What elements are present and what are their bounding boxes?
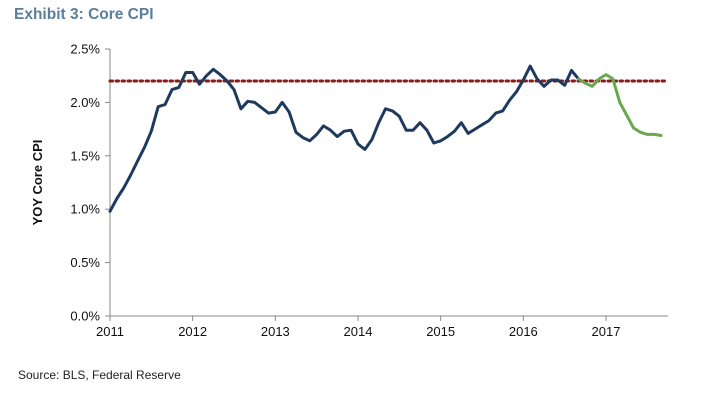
x-tick-label: 2015 [426,324,455,339]
series-line-projection [577,73,663,137]
x-tick-label: 2013 [261,324,290,339]
x-tick-label: 2016 [509,324,538,339]
x-tick-layer: 2011 2012 2013 2014 2015 2016 2017 [96,316,620,339]
chart-title: Exhibit 3: Core CPI [14,6,154,23]
y-tick-label: 1.5% [70,148,100,163]
y-tick-label: 2.5% [70,42,100,57]
y-tick-label: 0.0% [70,309,100,324]
series-line-actual [108,64,580,213]
source-note: Source: BLS, Federal Reserve [18,368,181,382]
y-tick-label: 0.5% [70,255,100,270]
y-axis-label: YOY Core CPI [30,140,45,226]
x-tick-label: 2014 [344,324,373,339]
x-tick-label: 2011 [96,324,124,339]
y-tick-label: 2.0% [70,95,100,110]
y-tick-layer: 0.0% 0.5% 1.0% 1.5% 2.0% 2.5% [70,42,110,324]
x-tick-label: 2017 [592,324,621,339]
y-tick-label: 1.0% [70,202,100,217]
x-tick-label: 2012 [178,324,207,339]
series-layer [108,64,663,213]
